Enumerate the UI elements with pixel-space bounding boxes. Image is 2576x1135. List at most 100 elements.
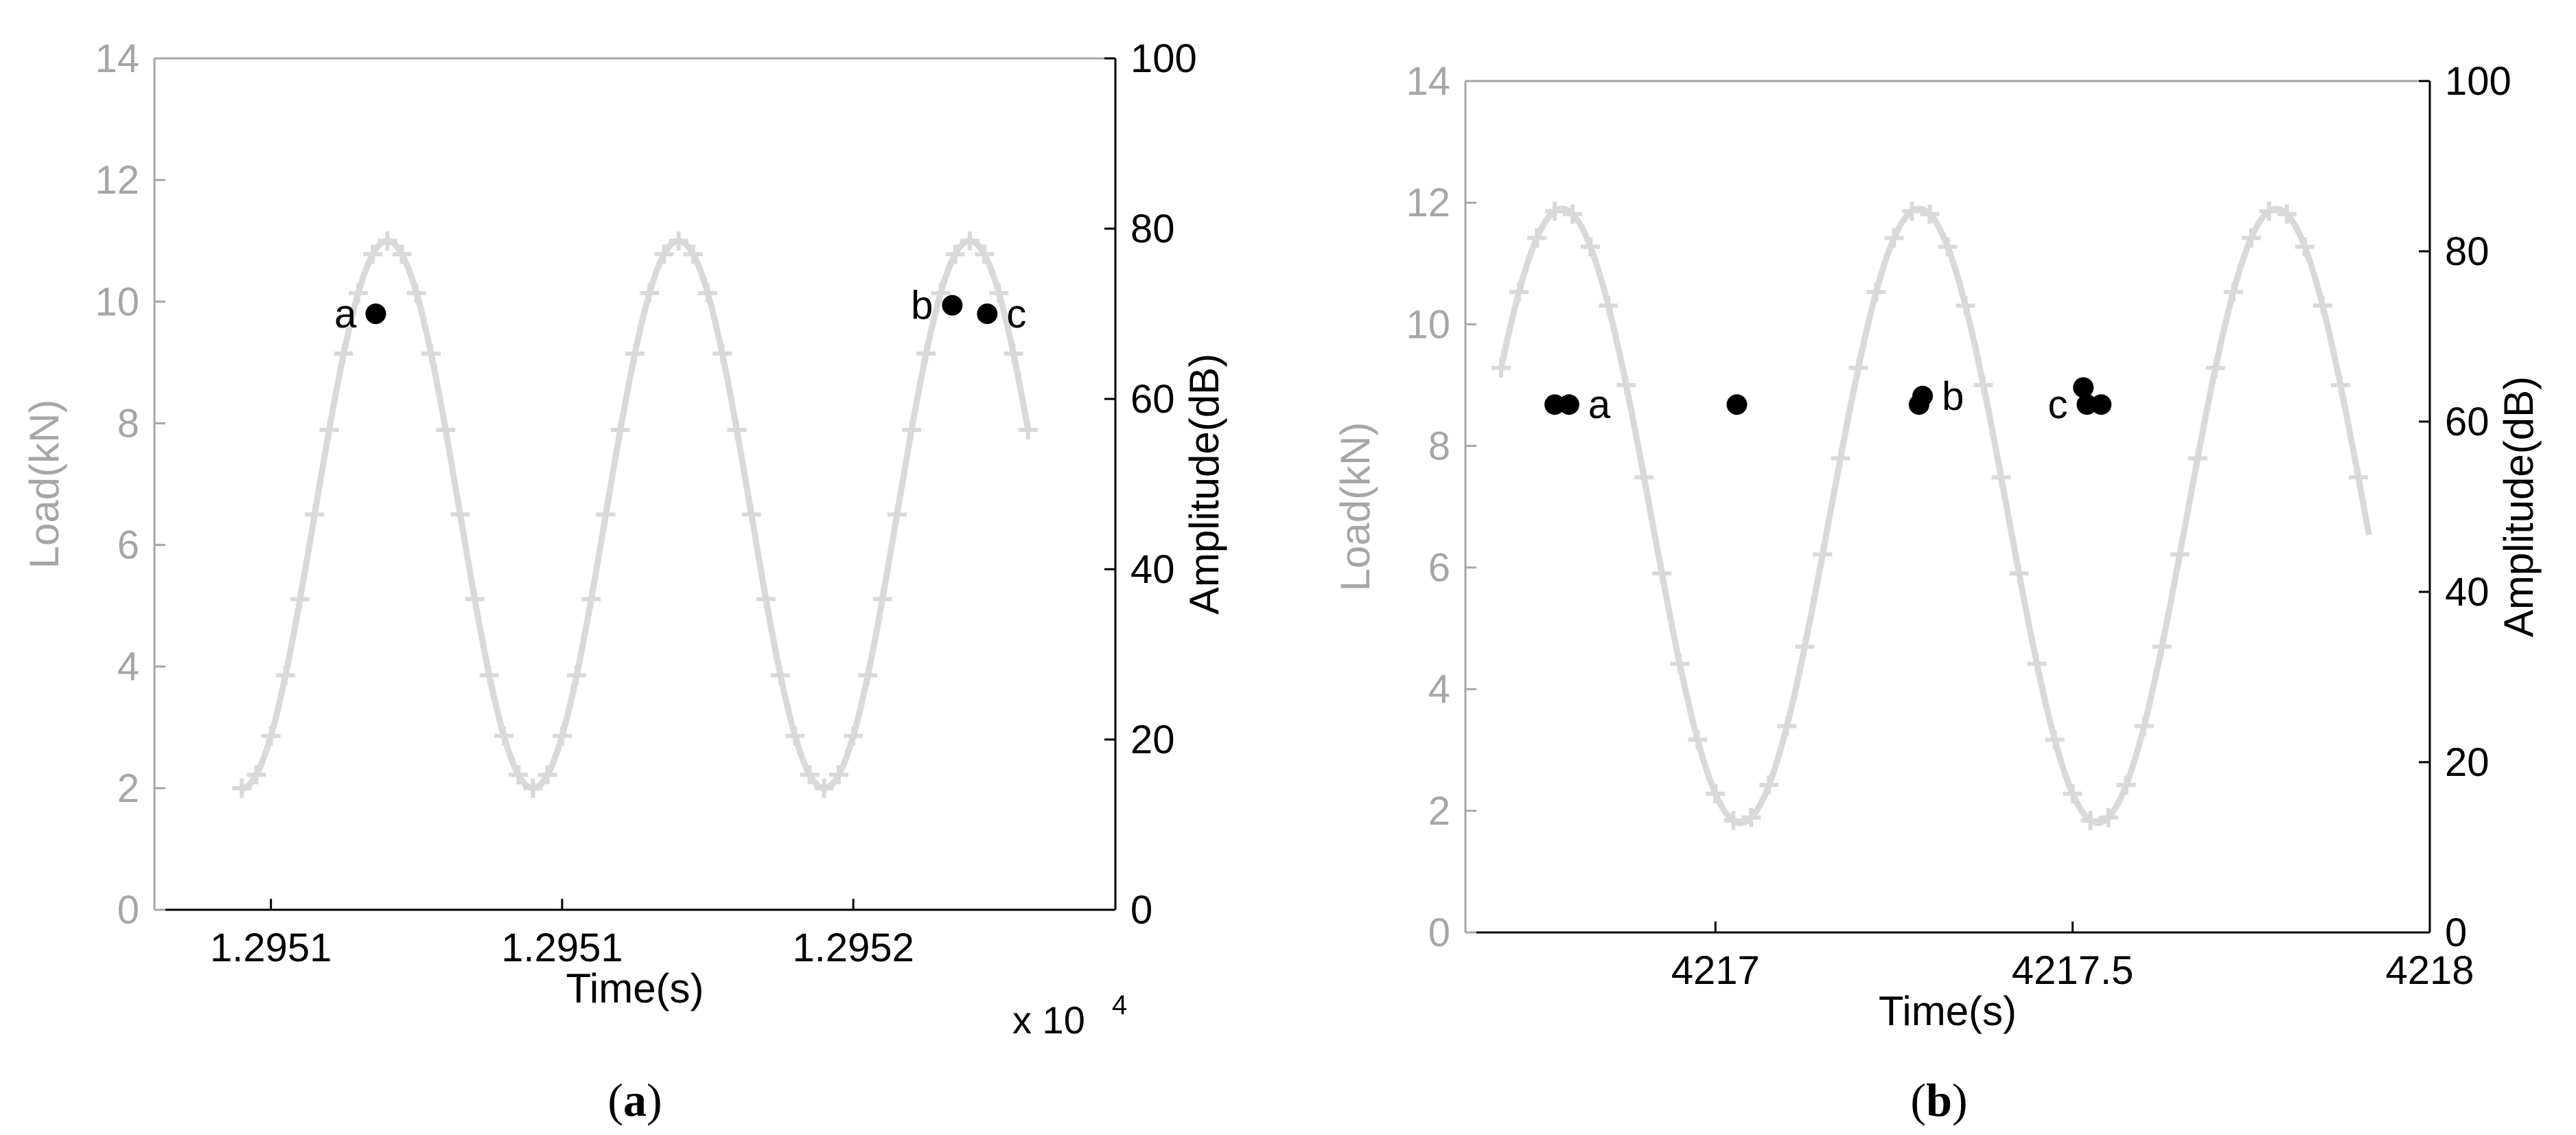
load-marker <box>363 244 383 264</box>
load-marker <box>1956 296 1975 316</box>
load-marker <box>567 665 587 685</box>
load-marker <box>596 505 616 525</box>
load-marker <box>1563 204 1583 224</box>
ae-hit-point <box>1544 394 1566 415</box>
load-marker <box>1688 730 1708 750</box>
load-marker <box>2009 564 2029 584</box>
load-marker <box>523 778 543 798</box>
left-tick-label: 10 <box>1406 302 1450 347</box>
x-axis-multiplier-exponent: 4 <box>1112 990 1127 1020</box>
load-marker <box>1759 775 1779 795</box>
load-marker <box>2205 358 2225 378</box>
load-marker <box>1902 201 1922 221</box>
load-marker <box>727 420 747 440</box>
load-marker <box>479 665 499 685</box>
load-marker <box>1920 204 1940 224</box>
load-marker <box>916 344 936 364</box>
right-tick-label: 60 <box>2445 400 2490 444</box>
load-marker <box>756 589 776 609</box>
load-marker <box>2188 448 2207 468</box>
load-marker <box>1848 358 1868 378</box>
load-marker <box>1599 296 1618 316</box>
load-marker <box>945 244 965 264</box>
load-marker <box>465 589 485 609</box>
load-marker <box>537 765 557 785</box>
x-axis-multiplier: x 10 <box>1012 998 1085 1042</box>
x-tick-label: 4217 <box>1671 948 1760 993</box>
right-tick-label: 80 <box>2445 229 2490 274</box>
load-marker <box>2063 784 2082 803</box>
ae-hit-point <box>2091 394 2112 415</box>
left-tick-label: 10 <box>95 279 139 324</box>
load-marker <box>785 726 805 746</box>
left-tick-label: 4 <box>117 645 139 689</box>
x-tick-label: 1.2951 <box>210 926 332 970</box>
load-curve <box>241 238 1032 792</box>
right-tick-label: 40 <box>1130 547 1175 592</box>
load-marker <box>625 344 645 364</box>
x-axis-label: Time(s) <box>566 965 704 1011</box>
right-y-axis-label: Amplitude(dB) <box>1181 354 1227 615</box>
load-marker <box>2098 807 2118 827</box>
load-marker <box>261 726 281 746</box>
load-marker <box>1866 282 1886 302</box>
load-marker <box>771 665 791 685</box>
load-marker <box>406 283 426 303</box>
load-curve <box>1498 205 2372 827</box>
load-marker <box>378 231 397 251</box>
load-marker <box>1581 237 1601 257</box>
panel-label: (b) <box>1910 1074 1967 1126</box>
load-marker <box>654 244 674 264</box>
load-marker <box>2080 811 2100 831</box>
right-tick-label: 100 <box>2445 59 2511 104</box>
left-tick-label: 6 <box>117 523 139 568</box>
right-tick-label: 20 <box>1130 718 1175 762</box>
ae-hit-point <box>1558 394 1579 415</box>
load-markers <box>1492 201 2368 831</box>
load-marker <box>494 726 514 746</box>
load-marker <box>2241 228 2261 248</box>
load-marker <box>509 765 529 785</box>
left-tick-label: 2 <box>1428 789 1450 834</box>
load-marker <box>1724 811 1743 831</box>
load-marker <box>1795 637 1815 656</box>
load-marker <box>931 283 951 303</box>
ae-hit-label-c: c <box>2047 382 2067 427</box>
load-marker <box>1938 237 1958 257</box>
ae-hit-label-b: b <box>1942 374 1964 419</box>
right-tick-label: 0 <box>2445 910 2467 955</box>
load-markers <box>232 231 1038 798</box>
load-marker <box>450 505 470 525</box>
load-marker <box>334 344 353 364</box>
load-marker <box>319 420 339 440</box>
left-y-axis-label: Load(kN) <box>1332 422 1378 592</box>
right-tick-label: 80 <box>1130 207 1175 251</box>
x-tick-label: 1.2952 <box>792 926 914 970</box>
load-marker <box>348 283 368 303</box>
load-marker <box>2330 375 2350 395</box>
load-marker <box>1741 807 1761 827</box>
right-tick-label: 20 <box>2445 740 2490 785</box>
load-marker <box>1973 375 1993 395</box>
right-tick-label: 0 <box>1130 888 1152 932</box>
x-tick-label: 1.2951 <box>501 926 623 970</box>
load-marker <box>436 420 456 440</box>
load-marker <box>392 244 412 264</box>
load-marker <box>610 420 630 440</box>
load-marker <box>232 778 252 798</box>
load-marker <box>975 244 995 264</box>
load-marker <box>2152 637 2172 656</box>
load-marker <box>989 283 1009 303</box>
load-marker <box>2348 468 2368 488</box>
load-marker <box>2134 716 2154 736</box>
panel-b: 0 2 4 6 8 10 12 14 0 20 40 60 80 100 4217 4217.5 4218 Tim… <box>1332 59 2542 1126</box>
left-tick-label: 14 <box>1406 59 1450 104</box>
load-marker <box>902 420 922 440</box>
load-marker <box>683 244 703 264</box>
load-marker <box>1634 468 1654 488</box>
load-marker <box>1527 228 1547 248</box>
load-marker <box>698 283 718 303</box>
load-marker <box>1509 282 1529 302</box>
load-marker <box>1831 448 1850 468</box>
load-marker <box>2116 775 2136 795</box>
